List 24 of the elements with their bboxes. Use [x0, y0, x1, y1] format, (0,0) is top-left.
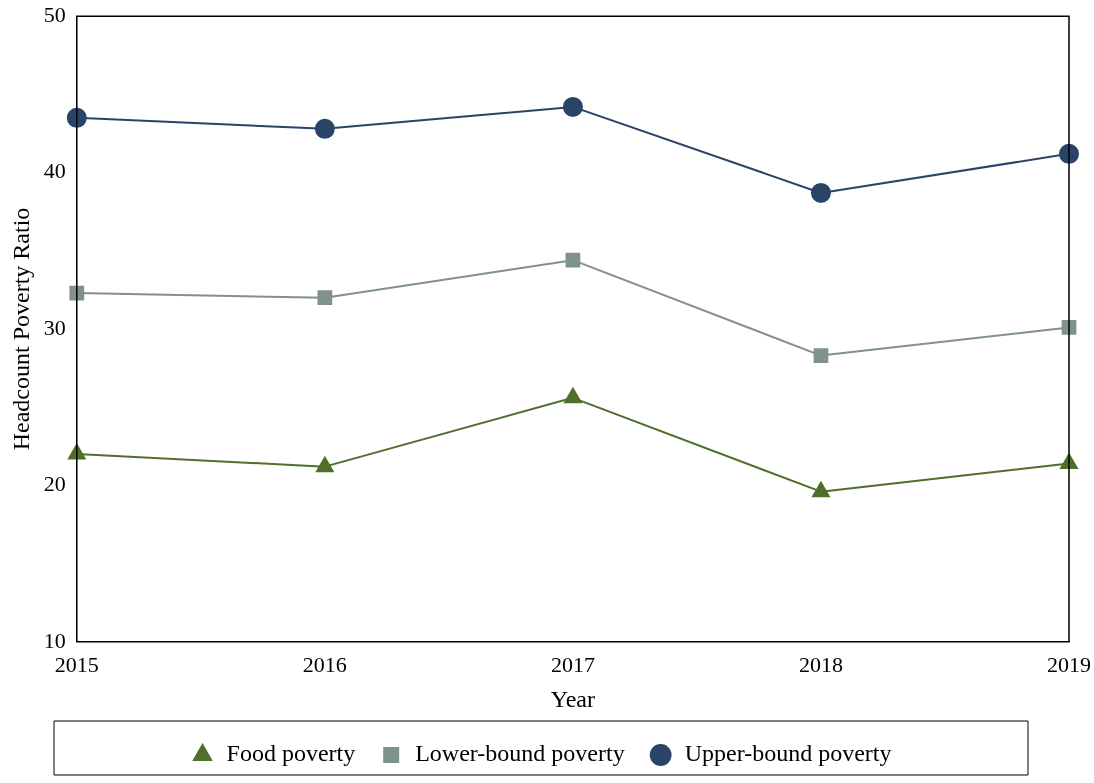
- y-tick-label: 30: [43, 314, 66, 340]
- legend-label: Lower-bound poverty: [415, 740, 625, 767]
- y-tick-label: 50: [43, 1, 66, 27]
- legend-label: Upper-bound poverty: [684, 740, 892, 767]
- point: [564, 387, 582, 404]
- x-tick-label: 2017: [550, 651, 595, 677]
- legend-label: Food poverty: [226, 740, 356, 767]
- point: [562, 96, 583, 117]
- y-axis-title: Headcount Poverty Ratio: [7, 207, 34, 451]
- y-tick-label: 40: [43, 158, 66, 184]
- point: [813, 348, 829, 363]
- x-tick-label: 2018: [798, 651, 843, 677]
- point: [314, 118, 335, 139]
- point: [812, 481, 830, 498]
- point: [316, 456, 334, 473]
- x-tick-label: 2015: [54, 651, 99, 677]
- y-tick-label: 10: [43, 627, 66, 653]
- point: [565, 252, 581, 268]
- x-axis-title: Year: [550, 685, 596, 712]
- x-tick-label: 2019: [1047, 651, 1091, 677]
- point: [317, 290, 333, 306]
- point: [810, 182, 831, 203]
- y-tick-label: 20: [43, 471, 66, 497]
- x-tick-label: 2016: [302, 651, 347, 677]
